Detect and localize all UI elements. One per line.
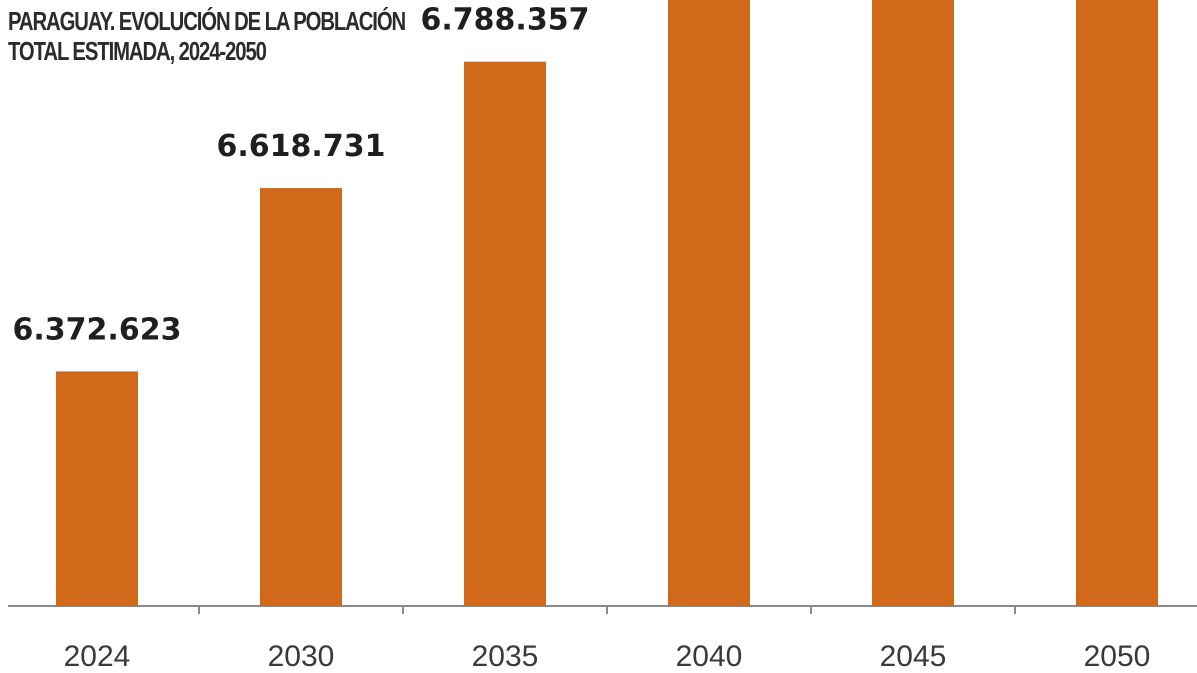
category-label-2050: 2050 [1084,640,1151,673]
bar-2040 [668,0,750,607]
category-label-2024: 2024 [64,640,131,673]
bar-2030 [260,188,342,606]
bar-2045 [872,0,954,606]
value-label-2030: 6.618.731 [217,129,386,164]
bar-2024 [56,371,138,606]
value-label-2024: 6.372.623 [13,312,182,347]
category-label-2045: 2045 [880,640,947,673]
category-label-2040: 2040 [676,640,743,673]
category-label-2035: 2035 [472,640,539,673]
chart-title-line-2: TOTAL ESTIMADA, 2024-2050 [8,36,267,66]
chart-title-line-1: PARAGUAY. EVOLUCIÓN DE LA POBLACIÓN [8,6,406,36]
value-label-2035: 6.788.357 [421,3,590,38]
category-label-2030: 2030 [268,640,335,673]
bar-2035 [464,61,546,607]
bar-2050 [1076,0,1158,607]
chart-title: PARAGUAY. EVOLUCIÓN DE LA POBLACIÓN TOTA… [8,6,406,66]
